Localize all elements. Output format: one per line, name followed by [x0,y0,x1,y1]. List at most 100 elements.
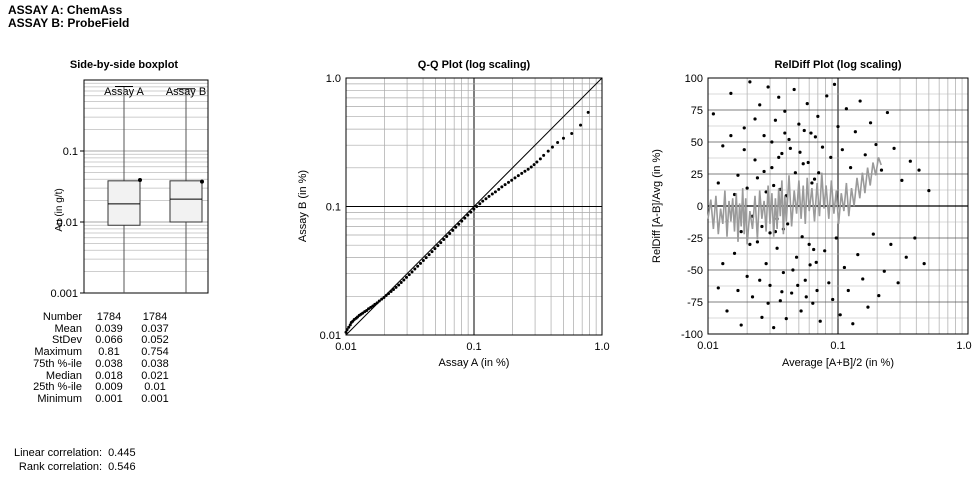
reldiff-plot-y-tick-label: 25 [691,169,703,181]
reldiff-plot-point [721,144,725,148]
reldiff-plot-x-tick-label: 0.01 [697,340,718,352]
reldiff-plot-point [739,230,743,234]
boxplot-gridlines [84,82,208,294]
correlation-value: 0.445 [108,447,136,459]
qq-plot-point [466,213,470,217]
reldiff-plot-point [816,114,820,118]
reldiff-plot-point [874,142,878,147]
reldiff-plot-point [777,95,781,99]
stats-row: StDev 0.066 0.052 [8,335,178,347]
reldiff-plot-point [913,236,917,240]
qq-plot-point [463,216,467,220]
reldiff-plot-point [889,242,893,246]
assay-b-heading: ASSAY B: ProbeField [8,16,130,30]
reldiff-plot-point [799,309,803,313]
reldiff-plot-point [856,253,860,257]
qq-plot-point [448,231,452,235]
reldiff-plot-point [753,117,757,121]
qq-plot-point [375,301,379,305]
qq-plot-point [380,297,384,301]
reldiff-plot-point [753,158,757,162]
reldiff-plot-point [766,301,770,305]
reldiff-plot-point [772,183,776,188]
stats-value-assay-b: 0.754 [141,346,169,359]
reldiff-plot-ticks: 0.01 0.1 1.0 100 75 50 25 0 -25 -50 -75 -100 [681,73,972,352]
reldiff-plot-point [896,281,900,285]
stats-value-assay-a: 0.81 [98,346,120,359]
qq-plot-point [424,256,428,260]
stats-value-assay-a: 0.018 [95,369,123,382]
boxplot-mean-marker [200,179,204,184]
boxplot-chart: Side-by-side boxplot Assay A Assay B Au … [50,59,209,300]
qq-plot-point [472,207,476,211]
boxplot-frame [83,79,209,294]
qq-plot-point [526,167,530,171]
reldiff-plot-point [800,235,804,239]
qq-plot-point [490,192,494,196]
reldiff-plot-point [842,265,846,270]
qq-plot-point [570,131,574,135]
reldiff-plot-point [866,305,870,309]
reldiff-plot-point [790,291,794,295]
boxplot-y-ticks: 0.1 0.01 0.001 [50,146,84,300]
qq-plot-point [542,153,546,157]
reldiff-plot-point [892,146,896,150]
reldiff-plot-point [871,232,875,236]
reldiff-plot-point [732,192,737,197]
qq-plot-point [389,290,393,294]
reldiff-plot-point [742,148,746,152]
stats-label: Minimum [37,392,82,405]
reldiff-plot-point [846,288,850,293]
reldiff-plot-point [812,177,817,181]
correlation-row: Rank correlation: 0.546 [14,461,136,474]
reldiff-plot-y-tick-label: 75 [691,105,703,117]
stats-label: Mean [54,322,82,335]
reldiff-plot-point [858,99,862,103]
reldiff-plot-point [792,87,796,92]
stats-value-assay-b: 0.021 [141,369,169,382]
stats-value-assay-a: 0.066 [95,334,123,347]
reldiff-plot-point [762,169,766,174]
reldiff-plot-point [831,297,835,302]
qq-plot-point [513,176,517,180]
reldiff-plot-point [758,278,762,282]
qq-plot-point [430,250,434,254]
qq-plot-frame [345,77,603,336]
reldiff-plot-point [825,94,829,98]
reldiff-plot-point [716,286,720,290]
reldiff-plot-point [762,134,766,138]
reldiff-plot-point [772,326,776,330]
reldiff-plot-point [853,130,857,134]
qq-plot-point [529,165,533,169]
qq-plot-point [419,261,423,265]
reldiff-plot-point [745,186,749,190]
correlation-label: Linear correlation: [14,447,103,459]
reldiff-plot-point [787,137,791,142]
qq-plot-point [382,295,386,299]
reldiff-plot-point [840,148,844,152]
reldiff-plot-point [927,189,931,193]
reldiff-plot-moving-average-line [707,157,882,245]
reldiff-plot-point [729,134,733,138]
boxplot-box [169,180,203,223]
reldiff-plot-point [829,155,833,159]
reldiff-plot-point [780,151,784,156]
reldiff-plot-point [786,222,790,226]
reldiff-plot-point [770,166,774,170]
reldiff-plot-point [817,171,821,175]
reldiff-plot-point [778,299,782,303]
qq-plot-point [454,225,458,229]
reldiff-plot-point [811,301,815,305]
qq-plot-point [487,194,491,198]
reldiff-plot-point [832,82,837,86]
qq-plot-point [405,275,409,279]
assay-a-heading: ASSAY A: ChemAss [8,3,123,17]
reldiff-plot-point [760,315,764,319]
qq-plot-point [586,110,590,114]
reldiff-plot-point [815,288,819,293]
qq-plot-point [367,307,371,311]
stats-label: 75th %-ile [33,357,82,370]
qq-plot-point [421,258,425,262]
reldiff-plot-point [793,171,797,175]
